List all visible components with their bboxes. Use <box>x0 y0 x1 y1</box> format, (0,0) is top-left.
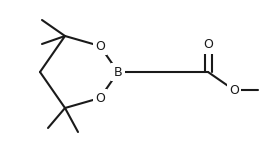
Text: B: B <box>114 65 122 79</box>
Text: O: O <box>95 92 105 104</box>
Text: O: O <box>95 40 105 52</box>
Text: O: O <box>203 39 213 52</box>
Text: O: O <box>229 84 239 96</box>
